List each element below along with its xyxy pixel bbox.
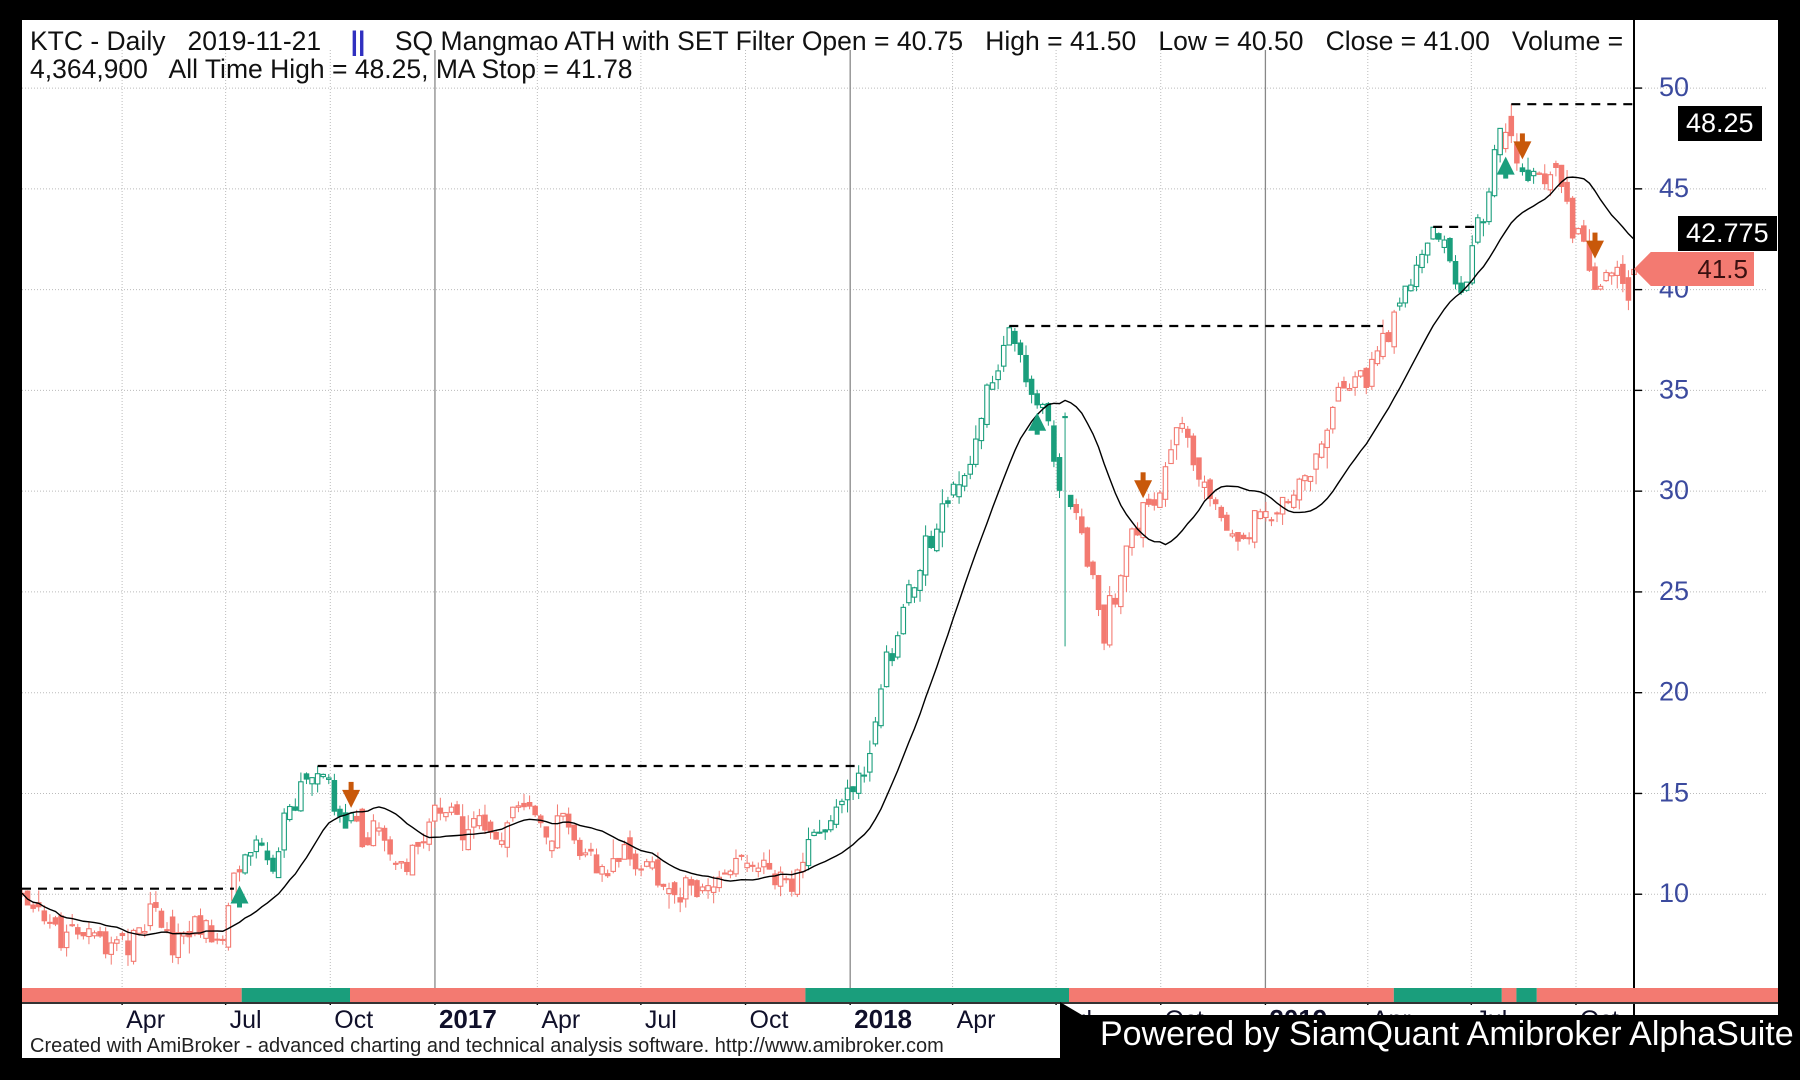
svg-text:20: 20 (1659, 677, 1689, 707)
svg-text:30: 30 (1659, 475, 1689, 505)
svg-text:10: 10 (1659, 878, 1689, 908)
svg-text:Oct: Oct (334, 1006, 373, 1034)
svg-text:35: 35 (1659, 374, 1689, 404)
svg-text:45: 45 (1659, 173, 1689, 203)
svg-text:Apr: Apr (126, 1006, 165, 1034)
svg-text:Oct: Oct (750, 1006, 789, 1034)
svg-text:2018: 2018 (854, 1004, 912, 1034)
svg-text:Apr: Apr (957, 1006, 996, 1034)
svg-text:Jul: Jul (645, 1006, 677, 1034)
svg-text:Jul: Jul (1060, 1006, 1092, 1034)
svg-text:50: 50 (1659, 72, 1689, 102)
svg-text:25: 25 (1659, 576, 1689, 606)
svg-text:Jul: Jul (230, 1006, 262, 1034)
svg-text:15: 15 (1659, 777, 1689, 807)
svg-text:2017: 2017 (439, 1004, 497, 1034)
svg-text:Apr: Apr (541, 1006, 580, 1034)
